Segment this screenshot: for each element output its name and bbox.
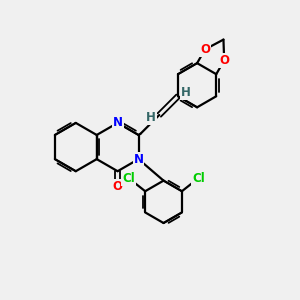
Text: H: H — [146, 111, 156, 124]
Text: Cl: Cl — [122, 172, 135, 185]
Text: N: N — [134, 153, 143, 166]
Text: Cl: Cl — [192, 172, 205, 185]
Text: O: O — [219, 54, 229, 67]
Text: N: N — [112, 116, 123, 129]
Text: H: H — [181, 86, 191, 99]
Text: O: O — [200, 43, 210, 56]
Text: O: O — [112, 180, 123, 193]
